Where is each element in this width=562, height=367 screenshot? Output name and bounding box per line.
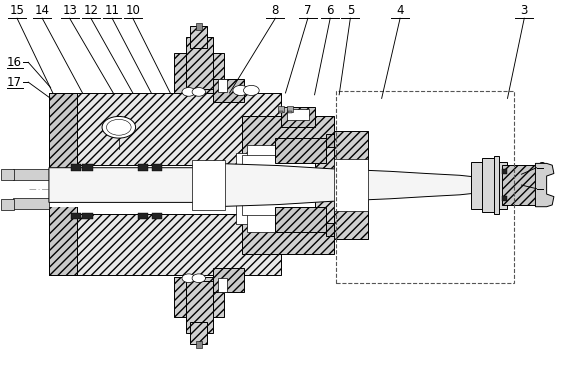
Text: 14: 14 xyxy=(35,4,49,17)
Bar xyxy=(83,213,93,219)
Text: 10: 10 xyxy=(125,4,140,17)
Circle shape xyxy=(192,274,206,283)
Bar xyxy=(83,164,93,171)
Text: 2: 2 xyxy=(538,161,546,174)
Bar xyxy=(493,156,499,214)
Text: 4: 4 xyxy=(396,4,404,17)
Bar xyxy=(191,322,207,344)
Bar xyxy=(287,106,293,112)
Bar xyxy=(315,147,337,223)
Bar xyxy=(213,268,243,292)
Bar xyxy=(49,93,281,275)
Bar xyxy=(152,213,162,219)
Bar xyxy=(482,158,496,212)
Bar xyxy=(71,213,81,219)
Bar xyxy=(186,281,213,333)
Text: 7: 7 xyxy=(304,4,311,17)
Bar xyxy=(192,160,225,210)
Bar xyxy=(213,79,243,102)
Polygon shape xyxy=(49,163,502,207)
Polygon shape xyxy=(536,163,554,207)
Bar xyxy=(334,131,368,239)
Bar xyxy=(236,153,281,224)
Bar xyxy=(186,37,213,89)
Text: 12: 12 xyxy=(83,4,98,17)
Bar xyxy=(191,26,207,48)
Bar xyxy=(275,138,326,163)
Circle shape xyxy=(182,88,196,96)
Bar xyxy=(1,199,13,210)
Bar xyxy=(49,165,281,214)
Bar xyxy=(1,169,13,180)
Circle shape xyxy=(107,119,131,135)
Bar xyxy=(502,169,507,174)
Bar xyxy=(275,207,326,232)
Bar xyxy=(71,164,81,171)
Bar xyxy=(138,164,148,171)
Text: 15: 15 xyxy=(10,4,25,17)
Bar xyxy=(219,278,226,292)
Bar xyxy=(219,79,226,92)
Circle shape xyxy=(182,274,196,283)
Circle shape xyxy=(102,116,135,138)
Bar xyxy=(196,22,202,30)
Circle shape xyxy=(243,86,259,95)
Bar xyxy=(196,341,202,348)
Text: 11: 11 xyxy=(105,4,120,17)
Bar xyxy=(281,108,315,127)
Text: 16: 16 xyxy=(7,56,22,69)
Bar xyxy=(138,213,148,219)
Bar xyxy=(326,134,339,236)
Circle shape xyxy=(192,88,206,96)
Bar xyxy=(288,112,292,113)
Text: 5: 5 xyxy=(347,4,354,17)
Bar xyxy=(242,156,334,215)
Bar xyxy=(174,277,224,317)
Bar xyxy=(12,198,49,208)
Bar xyxy=(49,171,309,207)
Bar xyxy=(12,169,49,179)
Bar xyxy=(278,106,284,112)
Bar xyxy=(242,116,334,254)
Bar xyxy=(471,161,507,208)
Bar xyxy=(279,112,283,113)
Text: 6: 6 xyxy=(327,4,334,17)
Text: 3: 3 xyxy=(520,4,528,17)
Bar xyxy=(287,109,309,120)
Bar xyxy=(152,164,162,171)
Text: 17: 17 xyxy=(7,76,22,89)
Bar xyxy=(502,165,538,205)
Bar xyxy=(334,159,368,211)
Text: 8: 8 xyxy=(271,4,279,17)
Bar xyxy=(502,196,507,201)
Text: 13: 13 xyxy=(62,4,77,17)
Bar xyxy=(174,53,224,93)
Circle shape xyxy=(233,86,248,95)
Text: 1: 1 xyxy=(538,182,546,195)
Bar xyxy=(49,93,77,275)
Bar xyxy=(247,145,281,232)
